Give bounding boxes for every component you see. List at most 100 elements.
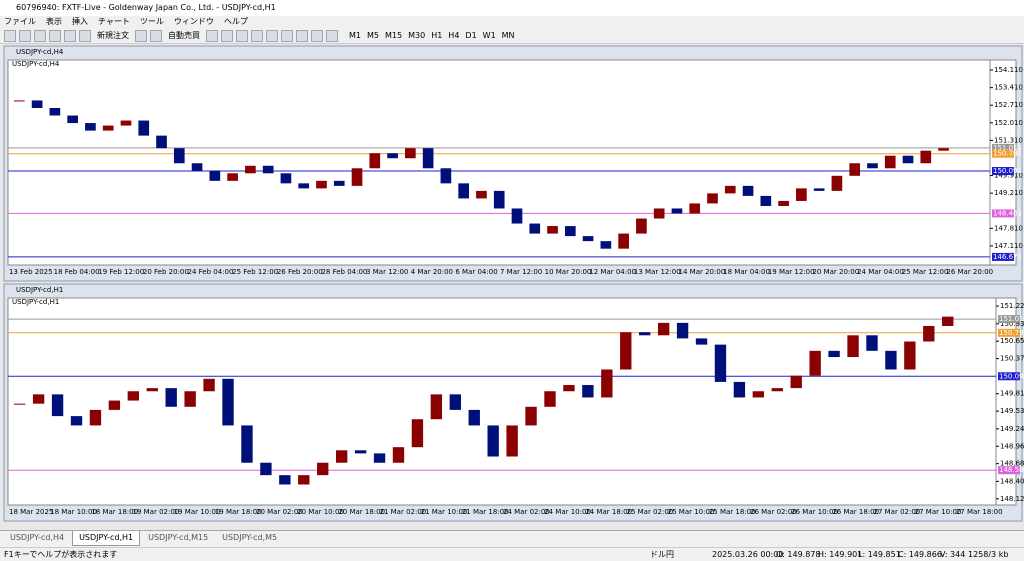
time-label: 24 Mar 02:00	[503, 508, 550, 516]
level-tag	[992, 149, 1014, 158]
icon[interactable]	[281, 29, 293, 42]
time-label: 19 Mar 02:00	[133, 508, 180, 516]
time-label: 6 Mar 04:00	[455, 268, 497, 276]
menu-item[interactable]: チャート	[98, 17, 130, 26]
candle	[279, 475, 291, 485]
icon[interactable]	[64, 29, 76, 42]
time-label: 25 Mar 12:00	[902, 268, 949, 276]
candle	[714, 344, 727, 382]
plot-area	[7, 59, 991, 266]
timeframe-button[interactable]: H4	[448, 31, 460, 40]
timeframe-button[interactable]: MN	[501, 31, 515, 40]
chart-tab[interactable]: USDJPY-cd,M5	[222, 533, 278, 542]
menu-item[interactable]: ヘルプ	[223, 17, 248, 26]
status-traffic: 1258/3 kb	[968, 550, 1009, 559]
icon[interactable]	[150, 29, 162, 42]
candle	[695, 338, 708, 345]
timeframe-button[interactable]: H1	[431, 31, 443, 40]
time-label: 28 Feb 04:00	[321, 268, 367, 276]
icon[interactable]	[49, 29, 61, 42]
timeframe-button[interactable]: M5	[367, 31, 379, 40]
candle	[280, 173, 292, 184]
candle	[298, 475, 310, 485]
level-label: 148.580	[999, 466, 1024, 474]
timeframe-button[interactable]: W1	[482, 31, 496, 40]
candle	[260, 462, 272, 476]
time-label: 21 Mar 02:00	[380, 508, 427, 516]
price-label: 151.220	[1000, 302, 1024, 310]
price-label: 149.530	[1000, 407, 1024, 415]
price-label: 150.375	[1000, 355, 1024, 363]
price-label: 150.935	[1000, 320, 1024, 328]
menu-item[interactable]: 表示	[46, 17, 62, 26]
price-axis	[989, 59, 1017, 266]
icon[interactable]	[296, 29, 308, 42]
candle	[529, 223, 541, 234]
level-tag	[998, 328, 1020, 337]
candle	[373, 453, 386, 463]
icon[interactable]	[4, 29, 16, 42]
candle	[335, 450, 348, 463]
chart-tab[interactable]: USDJPY-cd,H4	[10, 533, 65, 542]
icon[interactable]	[236, 29, 248, 42]
level-tag	[992, 252, 1014, 261]
icon[interactable]	[34, 29, 46, 42]
menu-item[interactable]: ウィンドウ	[173, 17, 214, 26]
chart-tabs: USDJPY-cd,H4 USDJPY-cd,H1 USDJPY-cd,M15 USD…	[0, 530, 1024, 546]
icon[interactable]	[311, 29, 323, 42]
timeframe-button[interactable]: M1	[349, 31, 361, 40]
level-label: 148.403	[993, 209, 1022, 217]
candle	[209, 170, 221, 181]
menu-item[interactable]: 挿入	[72, 17, 88, 26]
candle	[203, 378, 215, 392]
candle	[831, 175, 843, 191]
chart-tab[interactable]: USDJPY-cd,M15	[148, 533, 209, 542]
time-label: 7 Mar 12:00	[500, 268, 542, 276]
chart-area: USDJPY-cd,H4 USDJPY-cd,H4 154.110 153.410 15…	[0, 44, 1024, 530]
icon[interactable]	[221, 29, 233, 42]
candle	[676, 322, 689, 339]
candle	[422, 148, 434, 169]
level-tag	[998, 372, 1020, 381]
candle	[653, 208, 665, 219]
candle	[333, 180, 345, 186]
candle	[468, 409, 480, 426]
candle	[847, 335, 859, 358]
status-high: H: 149.901	[818, 550, 863, 559]
candle	[866, 335, 878, 351]
chart-window-title: USDJPY-cd,H1	[16, 286, 63, 294]
candle	[828, 350, 840, 358]
time-label: 26 Mar 20:00	[946, 268, 993, 276]
timeframe-button[interactable]: D1	[465, 31, 477, 40]
time-label: 20 Mar 10:00	[297, 508, 344, 516]
candle	[636, 218, 647, 234]
price-label: 149.210	[994, 189, 1023, 197]
price-label: 149.810	[1000, 390, 1024, 398]
new-order-button[interactable]: 新規注文	[97, 31, 129, 40]
candle	[813, 188, 825, 191]
icon[interactable]	[135, 29, 147, 42]
candle	[601, 369, 613, 398]
level-tag	[992, 209, 1014, 218]
timeframe-button[interactable]: M30	[408, 31, 426, 40]
icon[interactable]	[79, 29, 91, 42]
candle	[317, 462, 329, 476]
timeframe-button[interactable]: M15	[385, 31, 403, 40]
status-help: F1キーでヘルプが表示されます	[4, 550, 118, 559]
candle	[369, 153, 381, 169]
icon[interactable]	[206, 29, 218, 42]
candle	[476, 190, 487, 199]
candle	[525, 406, 537, 426]
chart-tab[interactable]: USDJPY-cd,H1	[72, 531, 141, 546]
candle	[14, 403, 26, 405]
icon[interactable]	[251, 29, 263, 42]
icon[interactable]	[266, 29, 278, 42]
menu-item[interactable]: ツール	[139, 17, 164, 26]
candle	[809, 350, 821, 376]
menu-item[interactable]: ファイル	[4, 17, 36, 26]
status-close: C: 149.866	[898, 550, 942, 559]
time-label: 21 Mar 10:00	[421, 508, 468, 516]
auto-trading-button[interactable]: 自動売買	[168, 31, 200, 40]
icon[interactable]	[326, 29, 338, 42]
icon[interactable]	[19, 29, 31, 42]
